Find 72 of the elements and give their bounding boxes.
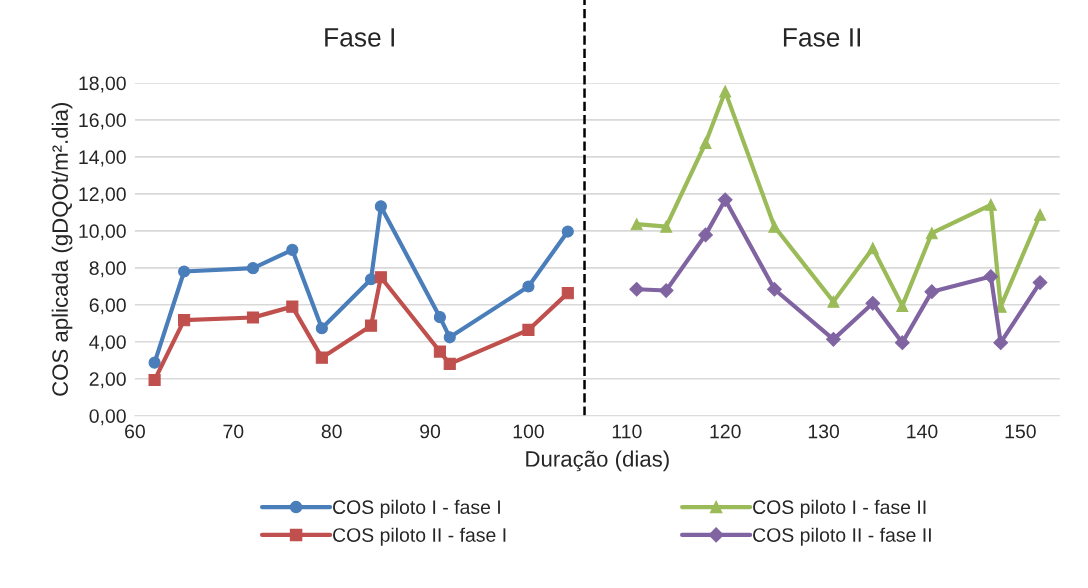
point: [522, 323, 535, 336]
point: [827, 295, 840, 308]
point: [894, 335, 910, 351]
point: [374, 271, 387, 284]
point: [866, 242, 879, 255]
point: [178, 314, 191, 327]
x-tick-label: 80: [321, 424, 342, 439]
point: [315, 322, 328, 335]
point: [364, 319, 378, 332]
point: [286, 300, 299, 313]
point: [178, 265, 191, 278]
point: [826, 331, 841, 347]
point: [717, 192, 733, 208]
x-tick-label: 130: [808, 424, 840, 439]
point: [561, 287, 574, 300]
y-tick-label: 10,00: [79, 224, 126, 241]
point: [993, 335, 1009, 351]
point: [865, 295, 881, 311]
point: [246, 262, 260, 275]
y-tick-label: 2,00: [89, 372, 126, 389]
y-tick-label: 0,00: [89, 409, 126, 426]
x-tick-label: 140: [907, 424, 938, 439]
point: [984, 198, 997, 211]
point: [148, 356, 161, 369]
y-tick-label: 12,00: [79, 187, 126, 204]
x-tick-label: 100: [513, 424, 544, 439]
y-tick-label: 6,00: [89, 298, 126, 315]
text: Fase I: [325, 28, 394, 47]
point: [522, 280, 535, 293]
legend-label: COS piloto I - fase II: [753, 499, 926, 518]
point: [983, 269, 999, 284]
point: [433, 345, 446, 358]
point: [630, 218, 643, 231]
point: [658, 283, 674, 298]
x-tick-label: 70: [223, 424, 244, 439]
point: [1032, 275, 1048, 290]
point: [246, 311, 260, 324]
point: [699, 136, 712, 150]
legend-label: COS piloto II - fase II: [753, 527, 931, 546]
x-tick-label: 120: [710, 424, 741, 439]
y-tick-label: 14,00: [79, 150, 126, 167]
point: [315, 351, 328, 364]
y-tick-label: 8,00: [89, 261, 126, 278]
y-tick-label: 4,00: [89, 335, 126, 352]
x-axis-title: Duração (dias): [526, 450, 669, 472]
y-tick-label: 18,00: [79, 76, 126, 93]
y-tick-label: 16,00: [79, 113, 126, 130]
point: [433, 311, 446, 324]
x-tick-label: 150: [1005, 424, 1036, 439]
point: [443, 331, 456, 344]
point: [561, 225, 574, 238]
point: [767, 281, 782, 297]
point: [660, 220, 673, 233]
point: [443, 357, 456, 371]
point: [629, 281, 645, 297]
x-tick-label: 90: [420, 424, 441, 439]
point: [374, 200, 387, 213]
legend-label: COS piloto I - fase I: [333, 499, 500, 518]
point: [925, 227, 938, 240]
legend-label: COS piloto II - fase I: [333, 527, 506, 546]
point: [896, 299, 909, 312]
point: [698, 227, 713, 243]
text: Fase II: [783, 28, 861, 47]
x-tick-label: 110: [612, 424, 642, 439]
point: [924, 284, 940, 300]
point: [768, 220, 781, 233]
point: [286, 243, 299, 256]
point: [148, 373, 161, 387]
x-tick-label: 60: [125, 424, 145, 439]
point: [719, 85, 732, 98]
point: [1033, 208, 1047, 221]
y-axis-title: COS aplicada (gDQOt/m².dia): [51, 103, 73, 396]
